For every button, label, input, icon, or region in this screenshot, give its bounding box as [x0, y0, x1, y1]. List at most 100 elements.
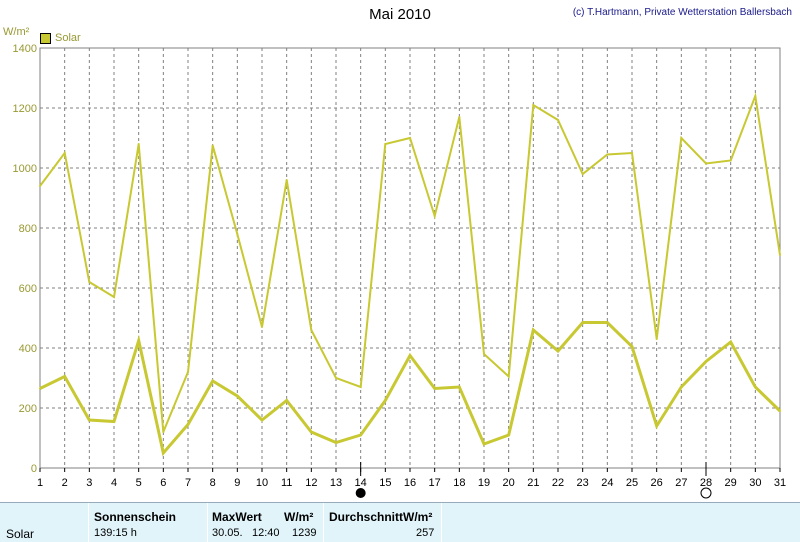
data-point [63, 152, 66, 154]
data-point [310, 329, 313, 331]
y-axis-unit: W/m² [3, 26, 30, 38]
data-point [162, 452, 165, 454]
data-point [88, 281, 91, 283]
maxwert-unit: W/m² [284, 510, 314, 524]
x-tick-label: 7 [185, 477, 191, 489]
chart-title: Mai 2010 [369, 6, 431, 23]
y-tick-label: 1000 [13, 163, 37, 175]
data-point [211, 144, 214, 147]
x-tick-label: 4 [111, 477, 117, 489]
data-point [581, 321, 584, 324]
data-point [507, 375, 510, 378]
x-tick-label: 5 [136, 477, 142, 489]
x-tick-label: 23 [577, 477, 589, 489]
x-tick-label: 12 [305, 477, 317, 489]
data-point [359, 434, 362, 436]
x-tick-label: 14 [355, 477, 367, 489]
data-point [310, 431, 313, 433]
x-tick-label: 6 [160, 477, 166, 489]
x-tick-label: 29 [725, 477, 737, 489]
data-point [754, 386, 757, 388]
x-tick-label: 20 [503, 477, 515, 489]
copyright-text: (c) T.Hartmann, Private Wetterstation Ba… [572, 7, 792, 18]
x-tick-label: 19 [478, 477, 490, 489]
data-point [236, 395, 239, 397]
data-point [137, 143, 140, 145]
data-point [409, 137, 411, 139]
data-point [359, 386, 362, 388]
x-tick-label: 28 [700, 477, 712, 489]
sunshine-label: Sonnenschein [94, 510, 177, 524]
x-tick-label: 8 [210, 477, 216, 489]
data-point [754, 95, 757, 97]
data-point [285, 399, 288, 402]
data-point [680, 386, 683, 388]
data-point [705, 162, 707, 165]
data-point [335, 441, 337, 444]
x-tick-label: 26 [651, 477, 663, 489]
data-point [729, 341, 732, 343]
data-point [236, 233, 239, 235]
data-point [507, 434, 510, 436]
x-tick-label: 18 [453, 477, 465, 489]
maxwert-value: 1239 [292, 527, 317, 539]
legend-label: Solar [55, 32, 81, 44]
data-point [532, 104, 535, 106]
sunshine-cell: Sonnenschein 139:15 h [89, 503, 208, 542]
data-point [261, 326, 263, 328]
data-point [433, 215, 436, 217]
data-point [211, 380, 214, 382]
x-tick-label: 3 [86, 477, 92, 489]
maxwert-label: MaxWert [212, 510, 262, 524]
data-point [705, 360, 707, 363]
maxwert-cell: MaxWert W/m² 30.05. 12:40 1239 [208, 503, 324, 542]
average-label: DurchschnittW/m² [329, 510, 433, 524]
x-tick-label: 22 [552, 477, 564, 489]
data-point [729, 159, 732, 162]
x-tick-label: 21 [527, 477, 539, 489]
sunshine-value: 139:15 h [94, 527, 137, 539]
data-point [557, 119, 559, 121]
legend: Solar [40, 32, 81, 44]
data-point [335, 377, 337, 379]
data-point [113, 420, 115, 423]
data-point [261, 419, 263, 421]
summary-row-label: Solar [6, 527, 35, 541]
x-tick-label: 11 [281, 477, 292, 489]
data-point [680, 137, 683, 139]
data-point [39, 185, 41, 187]
summary-table: Solar Sonnenschein 139:15 h MaxWert W/m²… [0, 502, 800, 542]
average-value: 257 [416, 527, 435, 539]
x-tick-label: 1 [37, 477, 43, 489]
data-point [39, 387, 41, 390]
legend-swatch [40, 32, 51, 44]
x-tick-label: 25 [626, 477, 638, 489]
y-tick-label: 1200 [13, 103, 37, 115]
data-point [631, 152, 633, 154]
data-point [581, 173, 584, 175]
data-point [458, 116, 461, 118]
y-tick-label: 400 [19, 343, 37, 355]
x-tick-label: 16 [404, 477, 416, 489]
new-moon-icon [355, 488, 366, 498]
x-tick-label: 30 [749, 477, 761, 489]
x-tick-label: 10 [256, 477, 268, 489]
x-tick-label: 2 [62, 477, 68, 489]
data-point [162, 431, 165, 433]
data-point [779, 254, 781, 256]
x-tick-label: 9 [234, 477, 240, 489]
data-point [779, 410, 781, 412]
x-tick-label: 13 [330, 477, 342, 489]
maxwert-time: 12:40 [252, 527, 280, 539]
full-moon-icon [700, 487, 712, 499]
data-point [483, 353, 485, 355]
data-point [285, 179, 288, 181]
data-point [458, 386, 461, 388]
data-point [88, 419, 91, 421]
data-point [631, 345, 633, 348]
data-point [433, 387, 436, 390]
data-point [137, 339, 140, 342]
x-tick-label: 17 [429, 477, 441, 489]
y-tick-label: 600 [19, 283, 37, 295]
